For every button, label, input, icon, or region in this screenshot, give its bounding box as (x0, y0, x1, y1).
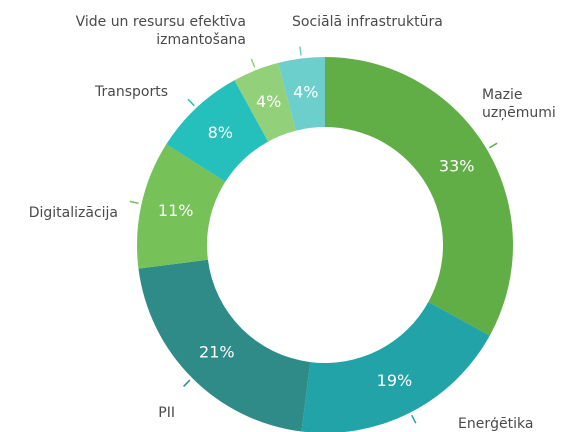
donut-segment (301, 301, 490, 432)
value-label: 21% (199, 343, 235, 362)
category-label-line: Vide un resursu efektīva (76, 14, 246, 30)
leader-line (183, 379, 191, 387)
category-label: Vide un resursu efektīva izmantošana (76, 14, 246, 48)
leader-line (411, 414, 417, 424)
leader-line (299, 46, 302, 56)
value-label: 19% (377, 371, 413, 390)
leader-line (489, 142, 498, 149)
donut-segment (278, 57, 325, 131)
donut-segment (136, 144, 226, 269)
value-label: 11% (158, 201, 194, 220)
donut-segment (138, 259, 311, 432)
category-label: Mazie uzņēmumi (482, 87, 556, 121)
category-label: Sociālā infrastruktūra (292, 14, 443, 30)
value-label: 33% (439, 157, 475, 176)
category-label-line: Digitalizācija (29, 205, 118, 221)
category-label-line: izmantošana (156, 32, 246, 48)
value-label: 4% (256, 92, 281, 111)
category-label-line: PII (158, 405, 175, 421)
category-label-line: Transports (94, 84, 168, 100)
leader-line (187, 98, 195, 107)
category-label: Enerģētika (458, 416, 533, 432)
category-label-line: uzņēmumi (482, 105, 556, 121)
category-label: Digitalizācija (29, 205, 118, 221)
value-label: 8% (208, 123, 233, 142)
category-label-line: Sociālā infrastruktūra (292, 14, 443, 30)
category-label-line: Enerģētika (458, 416, 533, 432)
donut-segment (325, 57, 513, 336)
category-label: PII (158, 405, 175, 421)
category-label-line: Mazie (482, 87, 523, 103)
leader-line (129, 200, 139, 205)
category-label: Transports (94, 84, 168, 100)
donut-segment (234, 62, 296, 142)
value-label: 4% (293, 83, 318, 102)
donut-segment (166, 80, 269, 182)
leader-line (250, 58, 256, 68)
